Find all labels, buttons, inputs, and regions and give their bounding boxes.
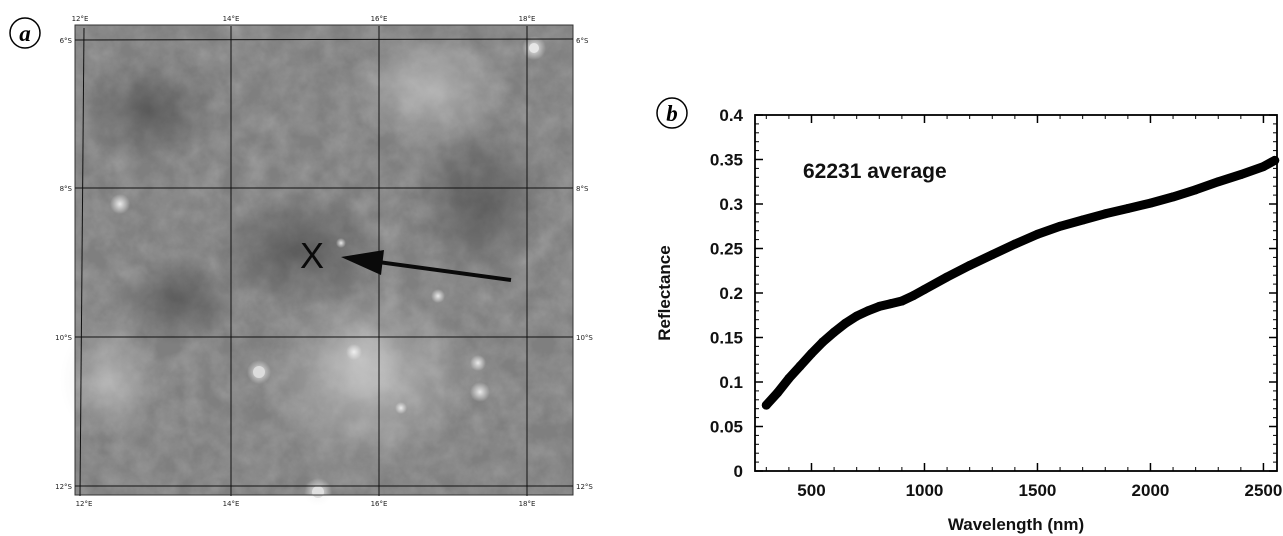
site-marker: X bbox=[300, 235, 324, 276]
y-tick-label: 0.2 bbox=[719, 284, 743, 303]
lunar-map-image bbox=[60, 24, 574, 506]
data-point bbox=[908, 291, 918, 301]
lon-label-top: 16°E bbox=[371, 15, 388, 23]
data-point bbox=[1213, 177, 1223, 187]
y-tick-label: 0.35 bbox=[710, 151, 743, 170]
reflectance-chart: 0 0.05 0.1 0.15 0.2 0.25 0.3 0.35 0.4 500 1000 150… bbox=[655, 106, 1282, 534]
x-axis-title: Wavelength (nm) bbox=[948, 515, 1084, 534]
panel-b-letter: b bbox=[666, 101, 678, 126]
chart-annotation: 62231 average bbox=[803, 160, 947, 183]
data-point bbox=[795, 361, 805, 371]
x-axis-ticks: 500 1000 1500 2000 2500 bbox=[765, 115, 1283, 500]
y-tick-label: 0 bbox=[734, 462, 743, 481]
data-point bbox=[1145, 198, 1155, 208]
lat-label-left: 10°S bbox=[55, 334, 72, 342]
data-point bbox=[1191, 185, 1201, 195]
panel-a-letter: a bbox=[19, 21, 31, 46]
y-axis-ticks: 0 0.05 0.1 0.15 0.2 0.25 0.3 0.35 0.4 bbox=[710, 106, 1277, 481]
data-point bbox=[886, 299, 896, 309]
series-line bbox=[761, 155, 1280, 410]
map-grid-labels: 12°E 14°E 16°E 18°E 12°E 14°E 16°E 18°E … bbox=[55, 15, 593, 508]
panel-b-label: b bbox=[656, 97, 688, 129]
y-tick-label: 0.1 bbox=[719, 373, 743, 392]
data-point bbox=[1032, 229, 1042, 239]
panel-b: b 0 0.05 0.1 0.15 0.2 0.25 0.3 0.35 0.4 500 1000 1… bbox=[655, 97, 1282, 534]
data-point bbox=[1100, 209, 1110, 219]
panel-a-label: a bbox=[9, 17, 41, 49]
lat-label-right: 8°S bbox=[576, 185, 589, 193]
lat-label-left: 8°S bbox=[60, 185, 73, 193]
data-point bbox=[1236, 170, 1246, 180]
data-point bbox=[1123, 203, 1133, 213]
crater-features bbox=[110, 36, 546, 506]
data-point bbox=[1010, 239, 1020, 249]
y-axis-title: Reflectance bbox=[655, 245, 674, 340]
data-point bbox=[1270, 155, 1280, 165]
data-point bbox=[773, 388, 783, 398]
lat-label-right: 12°S bbox=[576, 483, 593, 491]
data-point bbox=[897, 296, 907, 306]
data-point bbox=[840, 318, 850, 328]
y-tick-label: 0.05 bbox=[710, 418, 743, 437]
data-point bbox=[761, 400, 771, 410]
panel-a: a bbox=[9, 15, 593, 508]
x-tick-label: 500 bbox=[797, 481, 825, 500]
data-point bbox=[784, 373, 794, 383]
y-tick-label: 0.15 bbox=[710, 329, 743, 348]
lon-label-bottom: 16°E bbox=[371, 500, 388, 508]
series-group bbox=[761, 155, 1280, 410]
x-tick-label: 1000 bbox=[906, 481, 944, 500]
x-tick-label: 2500 bbox=[1245, 481, 1283, 500]
data-point bbox=[942, 272, 952, 282]
lon-label-top: 14°E bbox=[223, 15, 240, 23]
lat-label-left: 12°S bbox=[55, 483, 72, 491]
data-point bbox=[874, 301, 884, 311]
data-point bbox=[1258, 162, 1268, 172]
data-point bbox=[1078, 215, 1088, 225]
lon-label-bottom: 18°E bbox=[519, 500, 536, 508]
data-point bbox=[863, 306, 873, 316]
data-point bbox=[818, 337, 828, 347]
data-point bbox=[919, 284, 929, 294]
y-tick-label: 0.3 bbox=[719, 195, 743, 214]
data-point bbox=[806, 349, 816, 359]
data-point bbox=[987, 250, 997, 260]
lat-label-right: 6°S bbox=[576, 37, 589, 45]
data-point bbox=[965, 260, 975, 270]
x-tick-label: 2000 bbox=[1132, 481, 1170, 500]
y-tick-label: 0.25 bbox=[710, 240, 743, 259]
lon-label-top: 18°E bbox=[519, 15, 536, 23]
x-tick-label: 1500 bbox=[1019, 481, 1057, 500]
arrow-icon bbox=[341, 250, 512, 282]
data-point bbox=[852, 311, 862, 321]
lon-label-top: 12°E bbox=[72, 15, 89, 23]
data-point bbox=[1055, 221, 1065, 231]
lon-label-bottom: 14°E bbox=[223, 500, 240, 508]
lat-label-left: 6°S bbox=[60, 37, 73, 45]
data-point bbox=[829, 327, 839, 337]
y-tick-label: 0.4 bbox=[719, 106, 743, 125]
lon-label-bottom: 12°E bbox=[76, 500, 93, 508]
lat-label-right: 10°S bbox=[576, 334, 593, 342]
data-point bbox=[1168, 192, 1178, 202]
